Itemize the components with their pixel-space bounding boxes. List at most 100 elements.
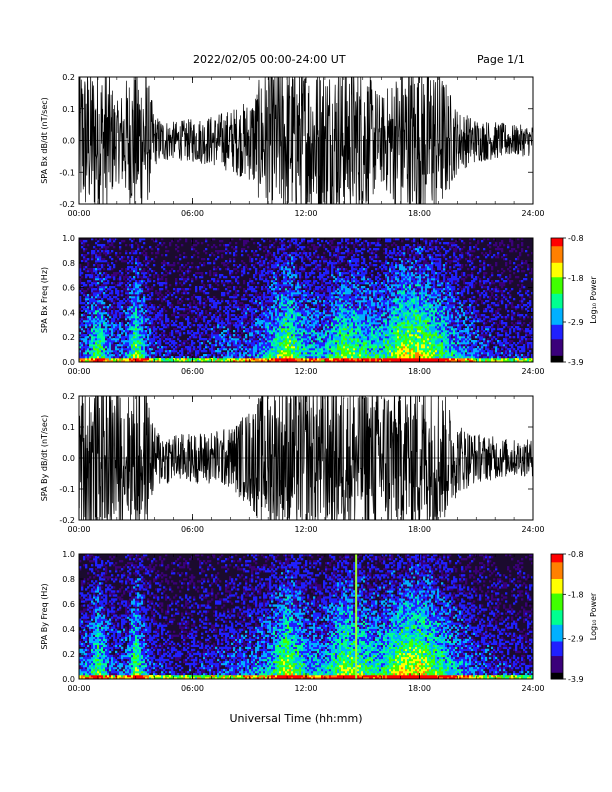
spectrogram-cell	[317, 286, 320, 289]
spectrogram-cell	[275, 322, 278, 325]
spectrogram-cell	[219, 352, 222, 355]
spectrogram-cell	[215, 268, 218, 271]
spectrogram-cell	[95, 270, 98, 273]
spectrogram-cell	[243, 298, 246, 301]
spectrogram-cell	[325, 288, 328, 291]
spectrogram-cell	[93, 276, 96, 279]
spectrogram-cell	[151, 324, 154, 327]
spectrogram-cell	[79, 320, 82, 323]
spectrogram-cell	[283, 316, 286, 319]
spectrogram-cell	[319, 314, 322, 317]
spectrogram-cell	[311, 352, 314, 355]
spectrogram-cell	[229, 274, 232, 277]
spectrogram-cell	[83, 340, 86, 343]
spectrogram-cell	[187, 316, 190, 319]
spectrogram-cell	[155, 358, 158, 361]
spectrogram-cell	[133, 268, 136, 271]
spectrogram-cell	[265, 258, 268, 261]
spectrogram-cell	[149, 342, 152, 345]
spectrogram-cell	[131, 318, 134, 321]
spectrogram-cell	[317, 358, 320, 361]
spectrogram-cell	[325, 358, 328, 361]
spectrogram-cell	[259, 318, 262, 321]
spectrogram-cell	[107, 342, 110, 345]
spectrogram-cell	[103, 358, 106, 361]
spectrogram-cell	[327, 352, 330, 355]
spectrogram-cell	[263, 284, 266, 287]
spectrogram-cell	[285, 328, 288, 331]
spectrogram-cell	[203, 348, 206, 351]
spectrogram-cell	[227, 314, 230, 317]
spectrogram-cell	[151, 258, 154, 261]
spectrogram-cell	[259, 264, 262, 267]
spectrogram-cell	[265, 298, 268, 301]
spectrogram-cell	[145, 304, 148, 307]
spectrogram-cell	[119, 334, 122, 337]
spectrogram-cell	[169, 360, 172, 362]
spectrogram-cell	[177, 308, 180, 311]
spectrogram-cell	[287, 320, 290, 323]
spectrogram-cell	[97, 308, 100, 311]
spectrogram-cell	[187, 358, 190, 361]
spectrogram-cell	[283, 272, 286, 275]
spectrogram-cell	[285, 248, 288, 251]
spectrogram-cell	[85, 320, 88, 323]
spectrogram-cell	[79, 332, 82, 335]
spectrogram-cell	[107, 308, 110, 311]
spectrogram-cell	[133, 342, 136, 345]
spectrogram-cell	[223, 340, 226, 343]
spectrogram-cell	[87, 328, 90, 331]
spectrogram-cell	[297, 306, 300, 309]
spectrogram-cell	[191, 340, 194, 343]
spectrogram-cell	[303, 262, 306, 265]
spectrogram-cell	[285, 252, 288, 255]
spectrogram-cell	[275, 262, 278, 265]
spectrogram-cell	[233, 346, 236, 349]
spectrogram-cell	[269, 360, 272, 362]
spectrogram-cell	[165, 250, 168, 253]
spectrogram-cell	[153, 340, 156, 343]
spectrogram-cell	[79, 280, 82, 283]
spectrogram-cell	[321, 304, 324, 307]
spectrogram-cell	[155, 338, 158, 341]
spectrogram-cell	[317, 276, 320, 279]
spectrogram-cell	[167, 320, 170, 323]
spectrogram-cell	[87, 302, 90, 305]
spectrogram-cell	[227, 262, 230, 265]
spectrogram-cell	[255, 360, 258, 362]
spectrogram-cell	[291, 302, 294, 305]
spectrogram-cell	[179, 332, 182, 335]
spectrogram-cell	[309, 326, 312, 329]
spectrogram-cell	[241, 270, 244, 273]
spectrogram-cell	[97, 266, 100, 269]
spectrogram-cell	[139, 300, 142, 303]
spectrogram-cell	[131, 266, 134, 269]
spectrogram-cell	[201, 290, 204, 293]
spectrogram-cell	[265, 322, 268, 325]
spectrogram-cell	[87, 280, 90, 283]
spectrogram-cell	[325, 260, 328, 263]
spectrogram-cell	[105, 358, 108, 361]
spectrogram-cell	[283, 314, 286, 317]
spectrogram-cell	[199, 350, 202, 353]
spectrogram-cell	[299, 288, 302, 291]
spectrogram-cell	[95, 340, 98, 343]
spectrogram-cell	[319, 340, 322, 343]
spectrogram-cell	[213, 354, 216, 357]
spectrogram-cell	[287, 274, 290, 277]
spectrogram-cell	[299, 302, 302, 305]
spectrogram-cell	[299, 346, 302, 349]
spectrogram-cell	[251, 342, 254, 345]
spectrogram-cell	[291, 262, 294, 265]
spectrogram-cell	[79, 278, 82, 281]
spectrogram-cell	[95, 306, 98, 309]
spectrogram-cell	[301, 346, 304, 349]
spectrogram-cell	[253, 344, 256, 347]
spectrogram-cell	[129, 322, 132, 325]
spectrogram-cell	[293, 268, 296, 271]
spectrogram-cell	[145, 330, 148, 333]
spectrogram-cell	[321, 276, 324, 279]
spectrogram-cell	[235, 342, 238, 345]
spectrogram-cell	[315, 260, 318, 263]
spectrogram-cell	[261, 272, 264, 275]
